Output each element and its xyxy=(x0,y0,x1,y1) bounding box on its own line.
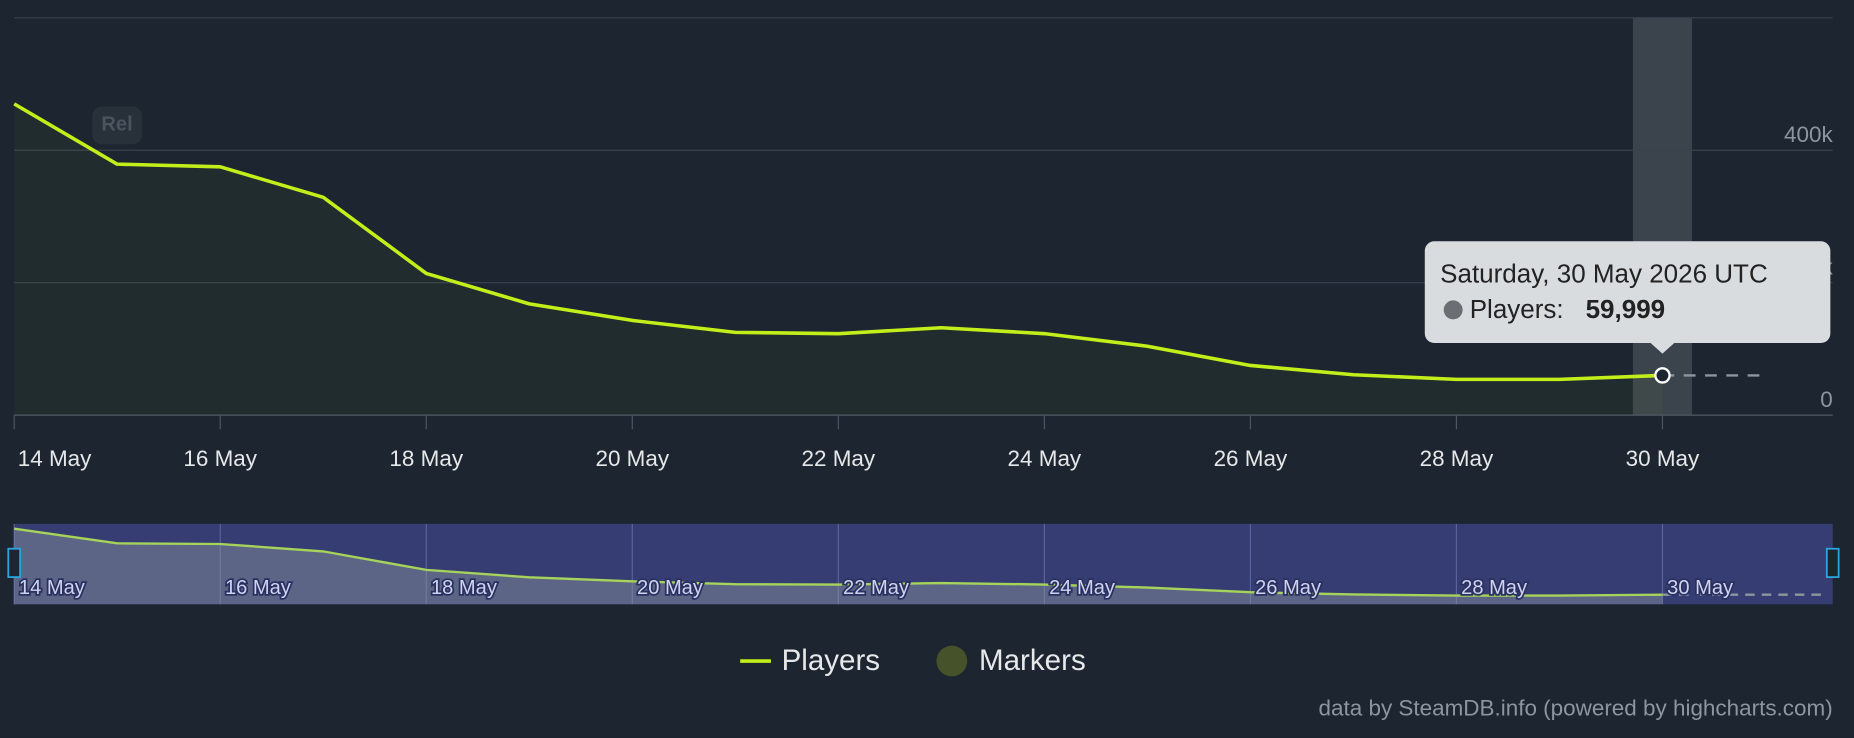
navigator-handle[interactable] xyxy=(1825,547,1840,578)
tooltip: Saturday, 30 May 2026 UTC Players: 59,99… xyxy=(1424,241,1831,354)
marker-badge[interactable] xyxy=(92,106,142,145)
navigator-label: 30 May xyxy=(1667,577,1733,599)
x-tick-label: 24 May xyxy=(1008,446,1082,471)
tooltip-series: Players: xyxy=(1470,294,1564,324)
x-tick-label: 16 May xyxy=(183,446,257,471)
navigator-label: 20 May xyxy=(637,577,703,599)
y-tick-label: 400k xyxy=(1784,122,1833,147)
x-tick-label: 14 May xyxy=(18,446,92,471)
marker-label: Rel xyxy=(101,114,132,136)
navigator-label: 22 May xyxy=(843,577,909,599)
legend-label[interactable]: Markers xyxy=(979,644,1086,677)
tooltip-box xyxy=(1424,241,1831,354)
legend-label[interactable]: Players xyxy=(782,644,881,677)
legend: Players Markers xyxy=(740,644,1086,677)
series-line xyxy=(13,102,1663,382)
navigator-label: 14 May xyxy=(19,577,85,599)
x-tick-label: 18 May xyxy=(389,446,463,471)
legend-swatch xyxy=(936,645,968,677)
hover-point xyxy=(1654,367,1671,384)
tooltip-dot xyxy=(1443,300,1463,320)
hover-band xyxy=(1632,17,1693,416)
tooltip-value: 59,999 xyxy=(1586,294,1666,324)
navigator-area xyxy=(14,528,1663,605)
x-tick-label: 26 May xyxy=(1214,446,1288,471)
navigator-label: 24 May xyxy=(1049,577,1115,599)
tooltip-header: Saturday, 30 May 2026 UTC xyxy=(1440,258,1768,288)
navigator-label: 28 May xyxy=(1461,577,1527,599)
navigator[interactable] xyxy=(14,523,1833,605)
navigator-line xyxy=(14,527,1663,597)
x-tick-label: 30 May xyxy=(1626,446,1700,471)
x-tick-label: 20 May xyxy=(595,446,669,471)
navigator-label: 26 May xyxy=(1255,577,1321,599)
credits[interactable]: data by SteamDB.info (powered by highcha… xyxy=(1319,695,1833,720)
y-tick-label: 0 xyxy=(1820,387,1833,412)
navigator-handle[interactable] xyxy=(7,547,21,578)
x-tick-label: 22 May xyxy=(801,446,875,471)
area xyxy=(14,103,1663,416)
navigator-label: 16 May xyxy=(225,577,291,599)
navigator-label: 18 May xyxy=(431,577,497,599)
x-tick-label: 28 May xyxy=(1420,446,1494,471)
